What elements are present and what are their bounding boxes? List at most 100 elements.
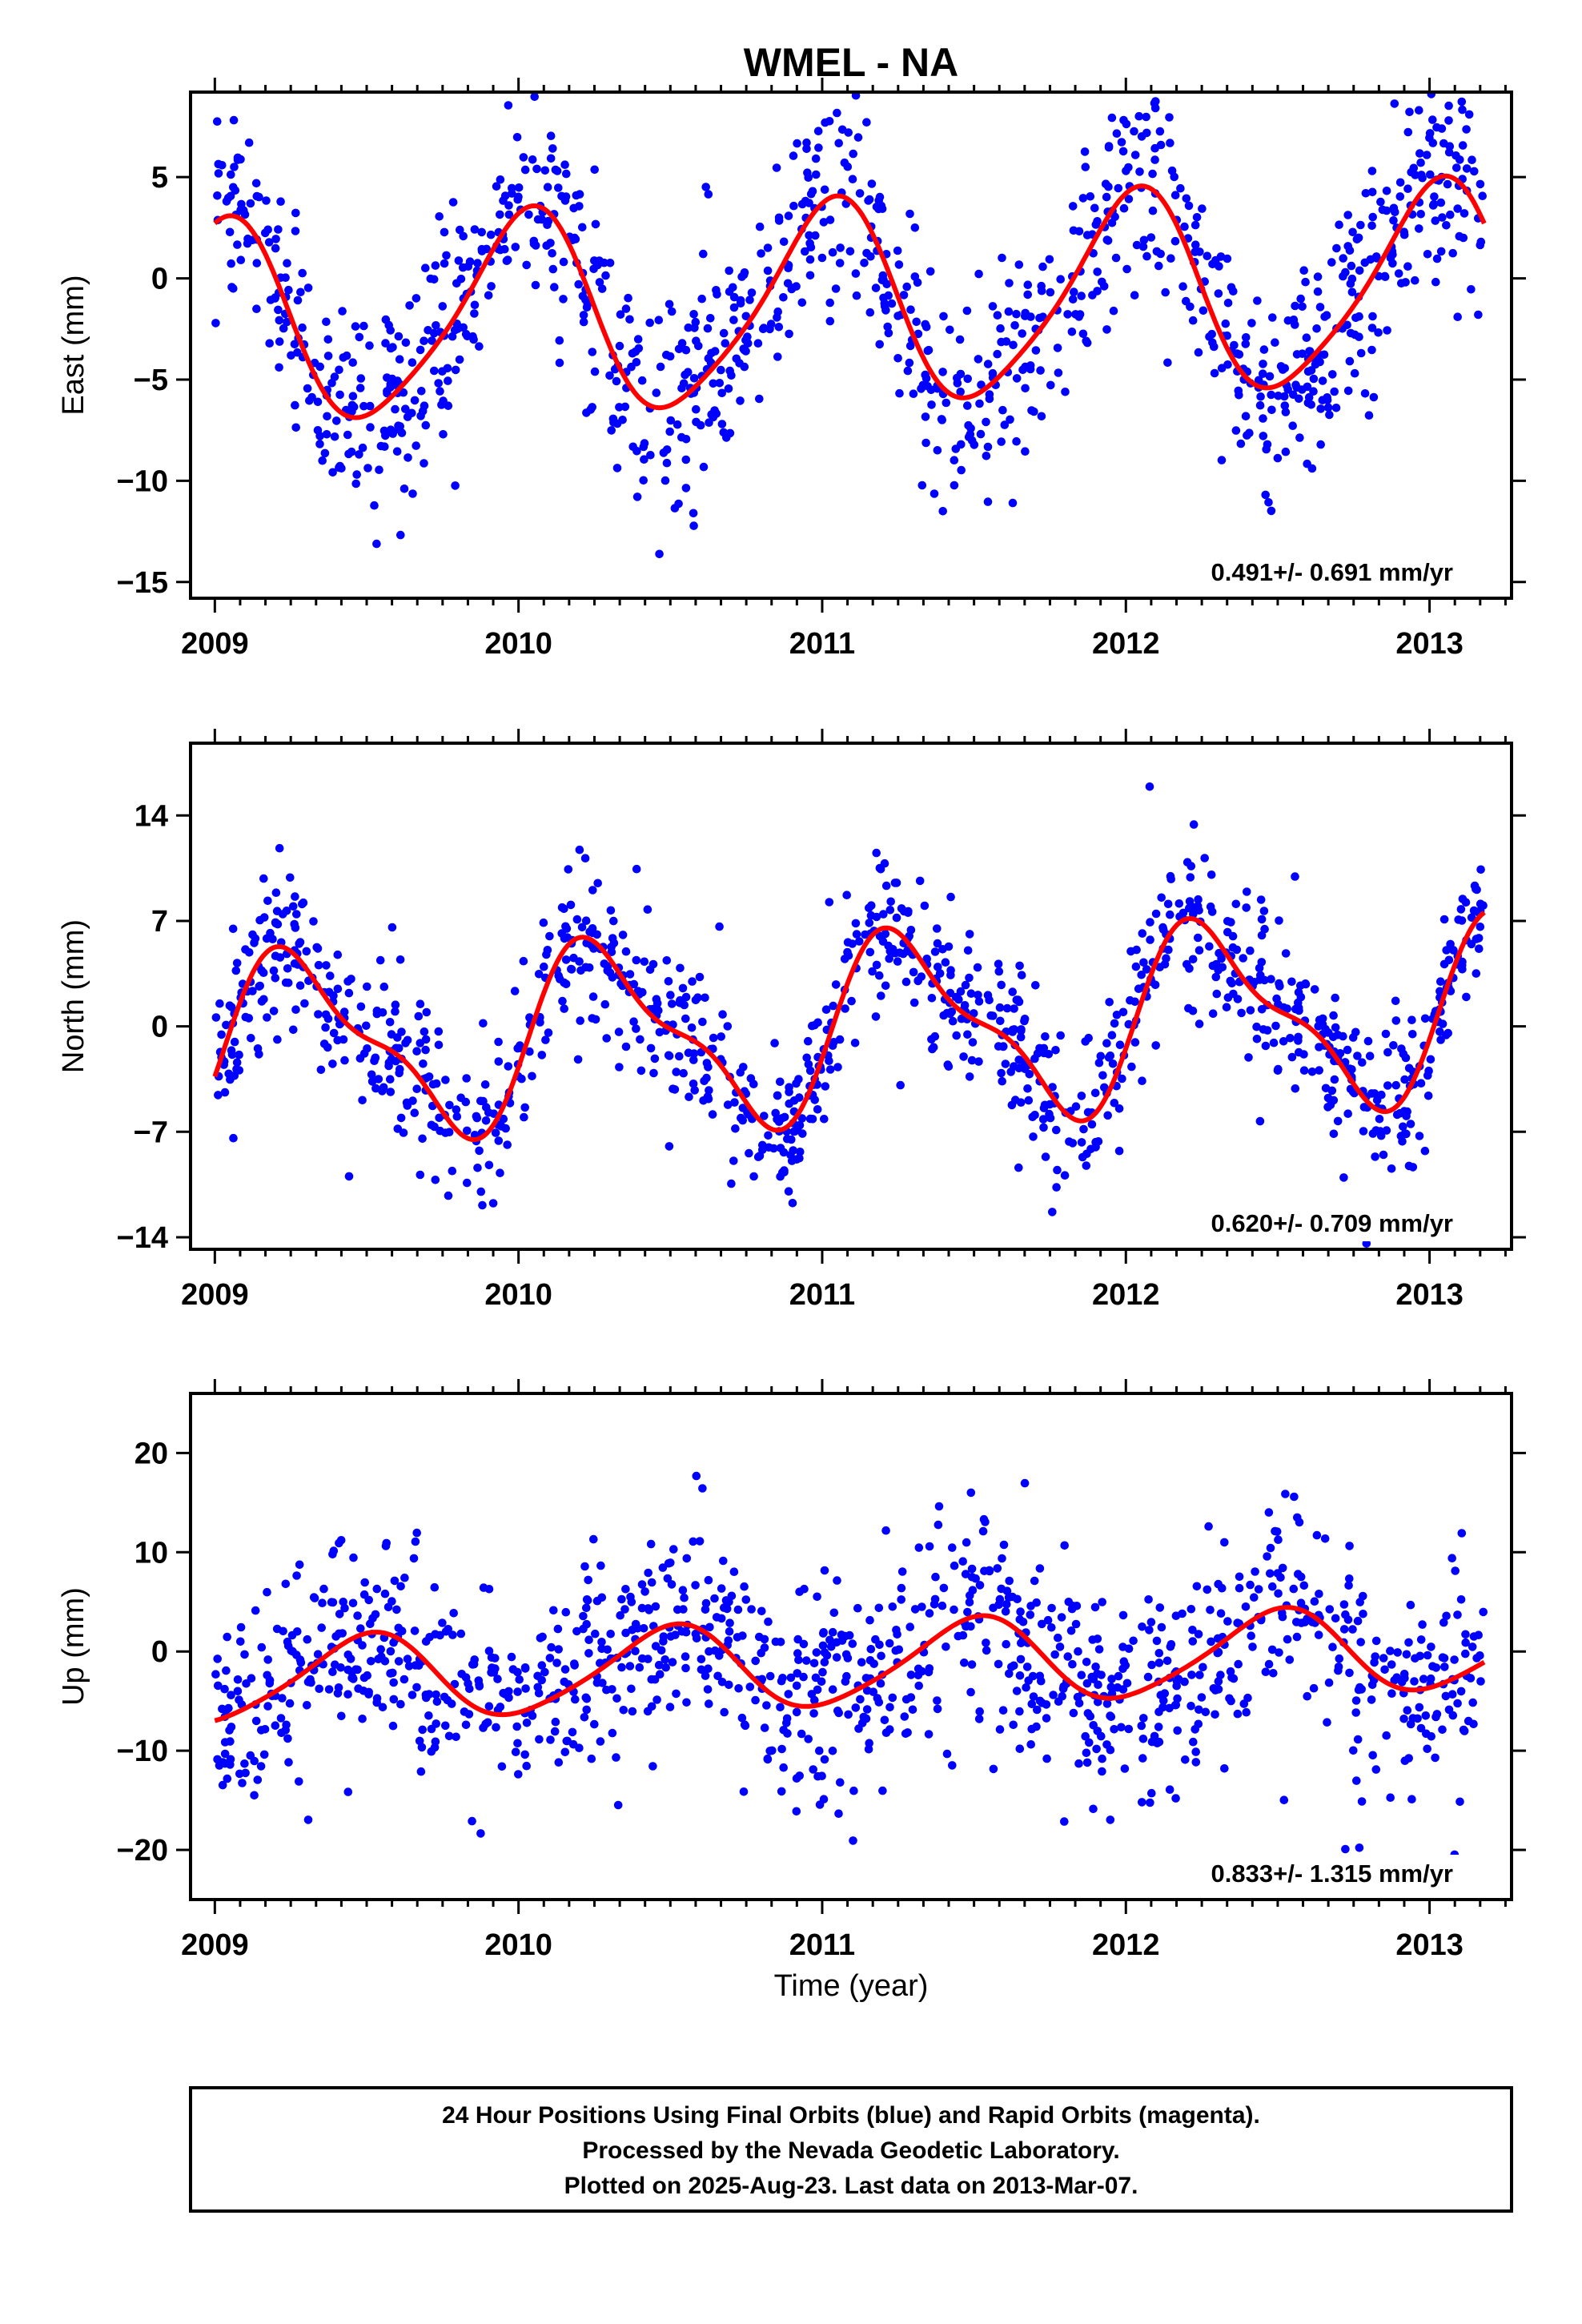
data-point xyxy=(1292,350,1302,359)
data-point xyxy=(877,1651,885,1661)
data-point xyxy=(333,950,343,959)
data-point xyxy=(1246,1006,1255,1015)
data-point xyxy=(1185,897,1195,906)
data-point xyxy=(1006,1068,1015,1076)
data-point xyxy=(805,255,815,264)
data-point xyxy=(789,151,798,160)
data-point xyxy=(688,977,697,986)
plot-frame xyxy=(189,90,1513,600)
data-point xyxy=(763,1754,773,1763)
data-point xyxy=(1387,1660,1396,1669)
data-point xyxy=(1235,391,1243,400)
data-point xyxy=(412,294,421,303)
data-points xyxy=(211,782,1488,1248)
data-point xyxy=(799,1672,808,1682)
data-point xyxy=(749,1080,758,1088)
data-point xyxy=(1098,1598,1106,1606)
data-point xyxy=(1431,216,1440,225)
data-point xyxy=(1391,1016,1401,1025)
data-point xyxy=(372,1694,382,1703)
data-point xyxy=(712,1613,721,1622)
data-point xyxy=(924,1730,934,1739)
data-point xyxy=(1273,453,1283,463)
data-point xyxy=(1476,1651,1484,1660)
data-point xyxy=(1344,1581,1353,1590)
data-point xyxy=(1157,893,1166,903)
data-point xyxy=(1026,1740,1035,1749)
data-point xyxy=(962,306,972,316)
data-point xyxy=(910,223,920,232)
data-point xyxy=(808,1021,817,1031)
data-point xyxy=(584,1649,593,1658)
data-point xyxy=(1080,147,1090,156)
data-point xyxy=(1401,1053,1411,1063)
data-point xyxy=(1331,404,1341,412)
data-point xyxy=(644,1568,652,1578)
data-point xyxy=(615,341,624,351)
data-point xyxy=(616,310,625,320)
data-point xyxy=(878,937,888,946)
data-point xyxy=(701,1671,710,1680)
data-point xyxy=(1331,1023,1340,1032)
data-point xyxy=(539,918,548,927)
data-point xyxy=(776,1638,785,1647)
data-point xyxy=(809,1709,818,1718)
data-point xyxy=(251,1606,260,1615)
data-point xyxy=(1462,125,1471,134)
data-point xyxy=(621,1628,630,1638)
data-point xyxy=(279,324,288,333)
data-point xyxy=(323,1014,333,1023)
data-point xyxy=(1359,1610,1367,1618)
data-point xyxy=(496,210,504,219)
data-point xyxy=(1199,1663,1207,1672)
data-point xyxy=(1188,316,1198,325)
data-point xyxy=(451,365,460,375)
data-point xyxy=(738,1116,747,1125)
data-point xyxy=(443,364,452,373)
data-point xyxy=(805,1066,815,1076)
data-point xyxy=(865,919,874,927)
data-point xyxy=(289,1025,298,1035)
data-point xyxy=(1257,915,1267,924)
data-point xyxy=(315,1684,324,1694)
data-point xyxy=(560,160,569,169)
data-point xyxy=(365,341,374,350)
data-point xyxy=(1267,390,1275,400)
data-point xyxy=(383,373,391,382)
data-point xyxy=(303,384,312,393)
data-point xyxy=(813,1592,821,1602)
data-point xyxy=(388,1668,397,1678)
data-point xyxy=(1360,389,1370,398)
data-point xyxy=(302,947,311,956)
data-point xyxy=(351,479,361,489)
data-point xyxy=(401,404,410,413)
data-point xyxy=(1214,289,1223,298)
data-point xyxy=(731,1124,740,1133)
data-point xyxy=(1102,325,1111,334)
data-point xyxy=(1403,184,1412,193)
data-point xyxy=(862,1705,872,1714)
data-point xyxy=(293,296,303,305)
data-point xyxy=(617,1663,626,1672)
data-point xyxy=(795,1587,804,1596)
data-point xyxy=(841,1004,849,1013)
data-point xyxy=(347,447,356,456)
data-point xyxy=(1426,1055,1435,1064)
data-point xyxy=(1046,380,1055,390)
data-point xyxy=(881,881,891,891)
data-point xyxy=(540,962,548,971)
data-point xyxy=(921,323,931,332)
data-point xyxy=(225,1001,235,1010)
data-point xyxy=(636,1066,646,1076)
data-point xyxy=(909,389,918,399)
data-point xyxy=(1222,1003,1231,1011)
data-point xyxy=(1142,251,1151,261)
data-point xyxy=(1213,1648,1223,1658)
data-point xyxy=(464,262,473,271)
data-point xyxy=(232,1064,241,1074)
data-point xyxy=(1082,1748,1091,1758)
data-point xyxy=(1084,1033,1093,1043)
data-point xyxy=(396,1113,406,1123)
data-point xyxy=(274,305,283,315)
data-point xyxy=(617,1594,626,1604)
